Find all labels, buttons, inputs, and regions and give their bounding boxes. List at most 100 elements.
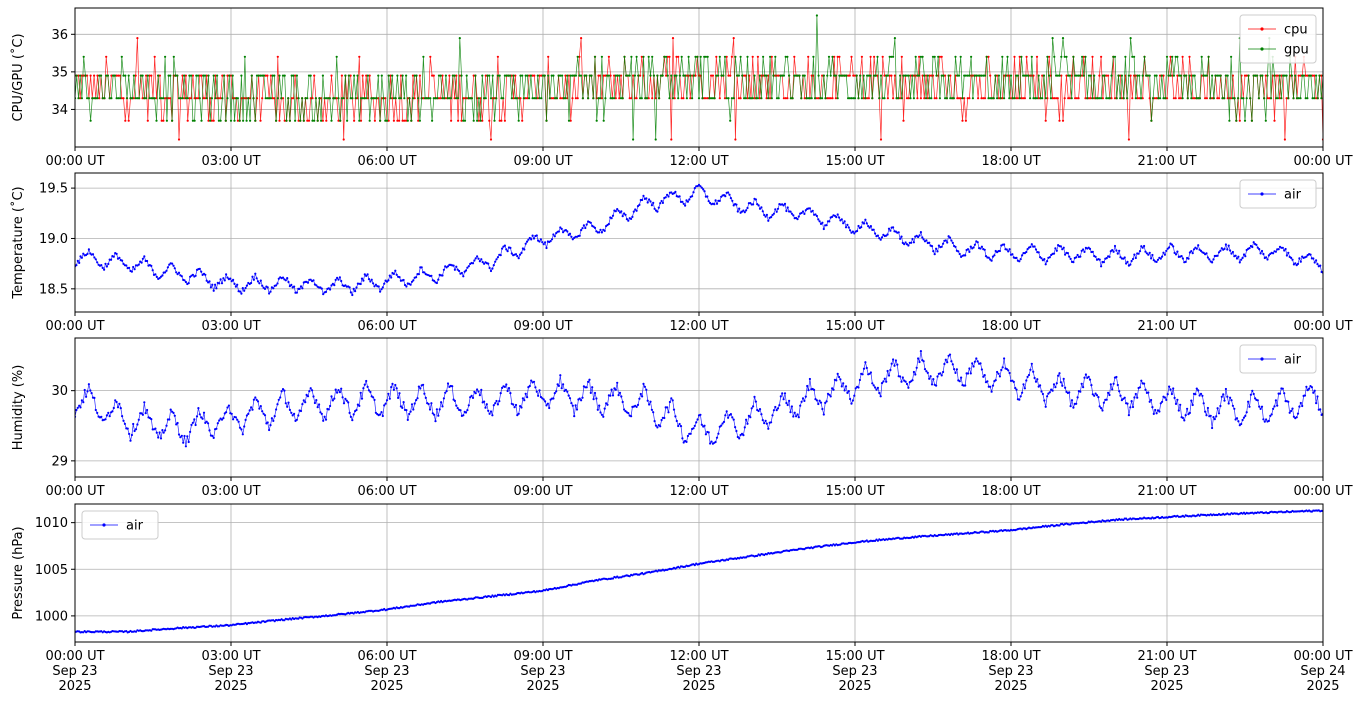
data-point: [166, 266, 169, 269]
data-point: [366, 273, 369, 276]
data-point: [261, 410, 264, 413]
data-point: [1063, 55, 1066, 58]
data-point: [428, 408, 432, 411]
data-point: [1006, 55, 1009, 58]
data-point: [422, 383, 425, 386]
data-point: [784, 55, 787, 58]
data-point: [1122, 97, 1125, 100]
data-point: [1005, 248, 1008, 251]
data-point: [846, 223, 849, 226]
data-point: [571, 238, 574, 241]
data-point: [564, 229, 568, 232]
data-point: [1131, 257, 1135, 261]
data-point: [110, 258, 113, 261]
data-point: [1118, 249, 1121, 252]
data-point: [301, 403, 304, 406]
data-point: [1195, 247, 1198, 250]
data-point: [391, 74, 394, 77]
data-point: [668, 55, 671, 58]
data-point: [977, 97, 980, 100]
data-point: [523, 399, 526, 402]
data-point: [437, 74, 441, 77]
data-point: [1230, 399, 1233, 402]
data-point: [1215, 415, 1218, 418]
data-point: [1141, 97, 1144, 100]
data-point: [1251, 389, 1254, 392]
x-tick-label: 03:00 UT: [201, 154, 260, 169]
data-point: [1147, 253, 1150, 256]
data-point: [793, 74, 796, 77]
data-point: [444, 97, 447, 100]
data-point: [155, 275, 158, 278]
data-point: [120, 97, 123, 100]
data-point: [1268, 97, 1271, 100]
data-point: [105, 414, 108, 417]
data-point: [362, 387, 365, 390]
data-point: [459, 409, 462, 412]
data-point: [203, 74, 207, 77]
data-point: [540, 97, 543, 100]
data-point: [399, 405, 402, 408]
data-point: [1111, 388, 1114, 391]
data-point: [964, 384, 967, 387]
data-point: [786, 206, 789, 209]
data-point: [1080, 382, 1083, 385]
data-point: [194, 423, 197, 427]
data-point: [1240, 422, 1243, 426]
data-point: [1266, 74, 1269, 77]
data-point: [645, 388, 648, 391]
data-point: [355, 286, 358, 289]
data-point: [509, 392, 512, 395]
data-point: [1169, 55, 1172, 58]
data-point: [631, 215, 634, 218]
data-point: [337, 119, 340, 122]
data-point: [1077, 97, 1080, 100]
data-point: [1273, 74, 1276, 77]
data-point: [352, 413, 355, 416]
data-point: [1292, 97, 1295, 100]
data-point: [471, 262, 475, 265]
x-tick-label: 18:00 UT: [981, 154, 1040, 169]
data-point: [1161, 400, 1164, 403]
data-point: [77, 97, 80, 100]
data-point: [91, 253, 95, 256]
data-point: [159, 437, 163, 440]
data-point: [890, 74, 893, 77]
data-point: [255, 277, 258, 280]
x-tick-label: 2025: [370, 679, 403, 694]
data-point: [455, 404, 458, 407]
data-point: [597, 97, 600, 100]
data-point: [966, 248, 970, 251]
data-point: [647, 97, 650, 100]
data-point: [405, 409, 408, 412]
data-point: [1160, 74, 1163, 77]
data-point: [727, 74, 730, 77]
data-point: [810, 74, 813, 77]
data-point: [1136, 74, 1139, 77]
data-point: [1234, 418, 1237, 421]
data-point: [1316, 97, 1319, 100]
data-point: [1192, 248, 1196, 251]
data-point: [429, 97, 432, 100]
data-point: [82, 252, 85, 255]
data-point: [596, 408, 599, 411]
data-point: [86, 97, 89, 100]
data-point: [365, 97, 368, 100]
data-point: [758, 97, 761, 100]
data-point: [458, 74, 461, 77]
data-point: [460, 271, 463, 275]
data-point: [1237, 255, 1240, 258]
data-point: [653, 207, 656, 210]
data-point: [403, 283, 407, 287]
data-point: [902, 74, 905, 77]
data-point: [1123, 396, 1126, 399]
x-tick-label: 21:00 UT: [1137, 649, 1196, 664]
data-point: [980, 245, 984, 248]
data-point: [500, 97, 503, 100]
data-point: [533, 97, 536, 100]
data-point: [954, 55, 957, 58]
data-point: [1046, 97, 1049, 100]
data-point: [484, 97, 487, 100]
data-point: [220, 282, 224, 285]
data-point: [935, 97, 938, 100]
